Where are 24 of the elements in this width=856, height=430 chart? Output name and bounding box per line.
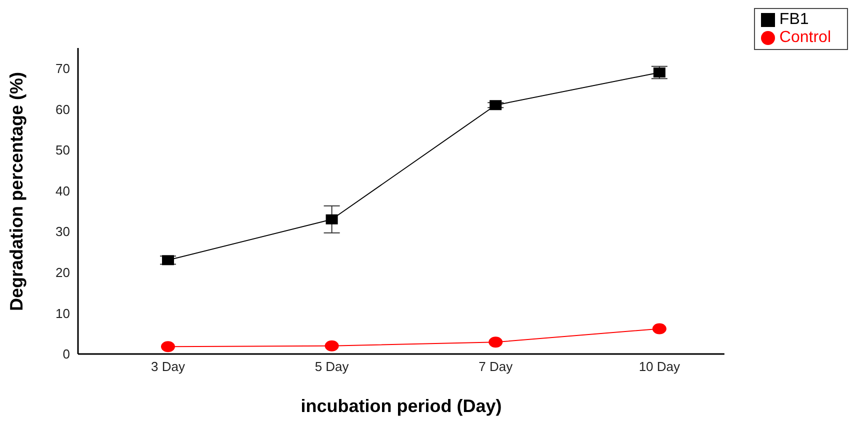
legend-label: Control — [779, 29, 831, 46]
x-tick-label: 10 Day — [638, 359, 681, 374]
y-tick-label: 20 — [56, 265, 70, 280]
y-tick-label: 50 — [56, 142, 70, 158]
y-tick-label: 60 — [56, 102, 70, 117]
x-tick-label: 7 Day — [478, 359, 514, 374]
x-axis-title: incubation period (Day) — [300, 396, 502, 416]
point — [488, 336, 503, 348]
y-tick-label: 10 — [56, 306, 70, 321]
y-tick-label: 40 — [56, 183, 70, 198]
y-tick-label: 30 — [56, 224, 70, 240]
point — [490, 100, 502, 110]
point — [324, 340, 339, 352]
point — [652, 323, 666, 334]
legend-label: FB1 — [779, 11, 809, 28]
y-tick-label: 70 — [56, 61, 70, 76]
point — [653, 67, 666, 78]
point — [161, 341, 175, 352]
x-tick-label: 3 Day — [151, 359, 186, 374]
point — [326, 214, 338, 224]
x-tick-label: 5 Day — [314, 359, 350, 374]
point — [162, 255, 174, 266]
y-tick-label: 0 — [62, 346, 70, 362]
y-axis-title: Degradation percentage (%) — [6, 72, 26, 311]
